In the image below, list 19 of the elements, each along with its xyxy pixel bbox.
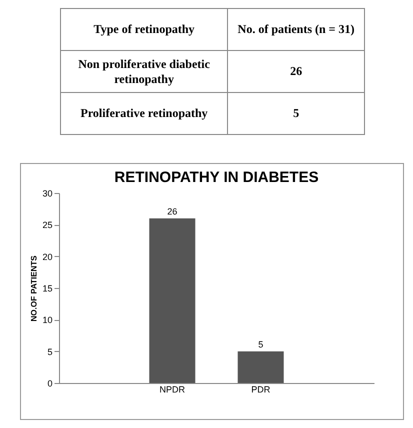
y-axis-title: NO.OF PATIENTS [29, 254, 38, 322]
y-tick-label: 15 [42, 284, 52, 294]
y-tick-label: 20 [42, 252, 52, 262]
x-tick-label: PDR [251, 384, 271, 394]
text: Type of retinopathy [60, 8, 228, 50]
data-label: 5 [258, 339, 264, 350]
text: 5 [228, 92, 364, 134]
y-tick-label: 25 [42, 220, 52, 230]
y-tick-label: 10 [42, 315, 52, 326]
text: Proliferative retinopathy [60, 92, 228, 134]
y-tick-label: 5 [47, 346, 52, 357]
y-tick-label: 30 [42, 188, 52, 198]
text: Non proliferative diabetic retinopathy [60, 50, 228, 92]
text: No. of patients (n = 31) [228, 8, 364, 50]
data-label: 26 [167, 206, 178, 216]
chart-title: RETINOPATHY IN DIABETES [114, 169, 319, 186]
y-tick-label: 0 [47, 378, 52, 388]
text: 26 [228, 50, 364, 92]
x-tick-label: NPDR [160, 384, 186, 394]
